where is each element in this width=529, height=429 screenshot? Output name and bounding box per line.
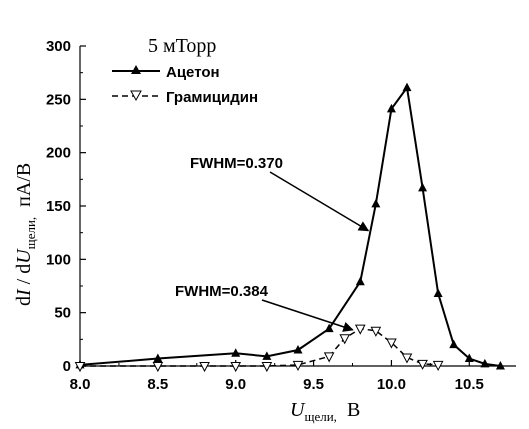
y-tick-label: 0: [63, 358, 71, 375]
data-point-gramicidin: [370, 326, 382, 337]
y-tick-label: 200: [46, 145, 71, 162]
data-point-gramicidin: [292, 360, 304, 372]
data-point-acetone: [293, 345, 303, 354]
data-point-acetone: [231, 348, 241, 357]
y-tick-label: 150: [46, 198, 71, 215]
data-point-gramicidin: [432, 360, 444, 372]
data-point-gramicidin: [386, 338, 397, 349]
annotation-fwhm-acetone: FWHM=0.370: [190, 155, 283, 172]
data-point-gramicidin: [354, 324, 366, 335]
data-point-acetone: [153, 353, 163, 363]
data-point-acetone: [418, 182, 428, 192]
y-tick-label: 100: [46, 251, 71, 268]
data-point-acetone: [371, 198, 381, 208]
legend-marker-acetone: [131, 65, 141, 74]
data-point-acetone: [495, 361, 505, 370]
y-tick-label: 300: [46, 38, 71, 55]
data-point-gramicidin: [323, 352, 335, 363]
y-axis-ticks: 0 50 100 150 200 250 300: [46, 38, 86, 375]
series-line-acetone: [79, 85, 501, 367]
data-point-acetone: [324, 323, 334, 333]
x-tick-label: 10.0: [377, 376, 406, 393]
chart-title: 5 мТорр: [148, 35, 216, 57]
x-tick-label: 9.5: [303, 376, 324, 393]
data-point-gramicidin: [199, 362, 210, 373]
data-point-acetone: [386, 103, 396, 113]
data-point-acetone: [464, 353, 474, 363]
data-point-acetone: [449, 339, 459, 349]
legend-entry-gramicidin: Грамицидин: [112, 89, 258, 106]
legend-label-gramicidin: Грамицидин: [166, 89, 258, 106]
x-axis-label: Uщели, В: [290, 399, 360, 424]
data-point-acetone: [480, 358, 490, 368]
x-tick-label: 8.0: [70, 376, 91, 393]
data-point-gramicidin: [401, 353, 413, 364]
y-axis-label: dI / dUщели,пА/В: [13, 163, 38, 306]
series-layer: [74, 82, 505, 373]
data-point-acetone: [262, 351, 272, 360]
annotation-fwhm-gramicidin: FWHM=0.384: [175, 283, 269, 300]
legend-entry-acetone: Ацетон: [112, 64, 220, 81]
legend-marker-gramicidin: [130, 90, 142, 102]
data-point-acetone: [355, 276, 365, 286]
data-point-gramicidin: [74, 362, 86, 373]
data-point-acetone: [402, 82, 412, 92]
y-tick-label: 50: [54, 305, 71, 322]
legend: Ацетон Грамицидин: [112, 64, 258, 106]
x-axis-ticks: 8.0 8.5 9.0 9.5 10.0 10.5: [70, 360, 484, 393]
x-tick-label: 10.5: [455, 376, 484, 393]
data-point-gramicidin: [230, 362, 242, 373]
y-tick-label: 250: [46, 91, 71, 108]
data-point-gramicidin: [339, 334, 351, 345]
data-point-gramicidin: [261, 362, 273, 373]
annotation-arrow-gramicidin: [261, 299, 354, 332]
x-tick-label: 8.5: [147, 376, 168, 393]
plot-area: [79, 46, 516, 367]
annotation-arrow-acetone: [269, 171, 370, 232]
legend-label-acetone: Ацетон: [166, 64, 220, 81]
data-point-acetone: [433, 288, 443, 297]
data-point-gramicidin: [152, 362, 164, 373]
data-point-gramicidin: [417, 359, 428, 370]
x-tick-label: 9.0: [225, 376, 246, 393]
